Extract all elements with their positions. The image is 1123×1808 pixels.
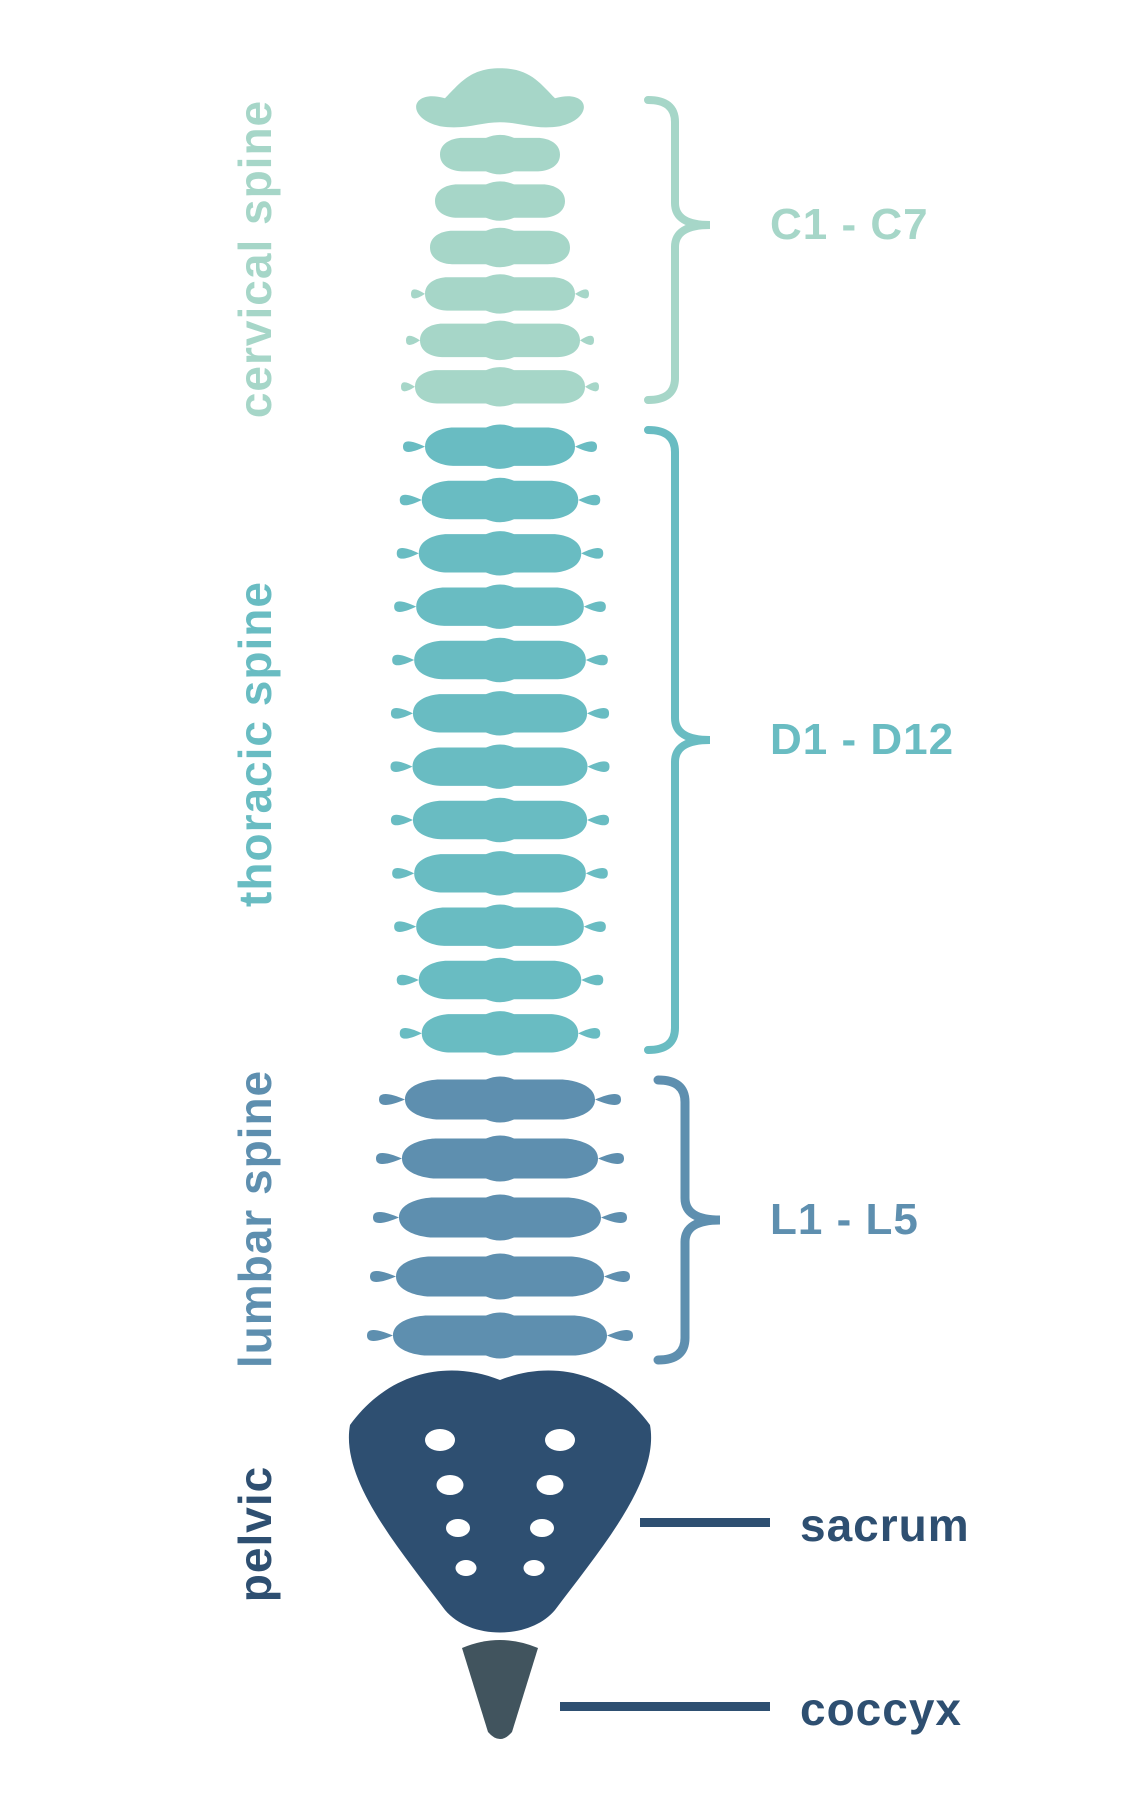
label-c1-c7: C1 - C7 [770,200,929,250]
label-pelvic: pelvic [228,1334,282,1734]
label-thoracic-spine: thoracic spine [228,544,282,944]
label-sacrum: sacrum [800,1498,970,1552]
brace-thoracic [640,420,730,1060]
line-coccyx [560,1702,770,1711]
label-d1-d12: D1 - D12 [770,715,954,765]
brace-cervical [640,90,730,410]
label-cervical-spine: cervical spine [228,59,282,459]
line-sacrum [640,1518,770,1527]
spine-diagram: cervical spine thoracic spine lumbar spi… [0,0,1123,1808]
label-coccyx: coccyx [800,1682,962,1736]
label-l1-l5: L1 - L5 [770,1195,919,1245]
brace-lumbar [650,1070,740,1370]
